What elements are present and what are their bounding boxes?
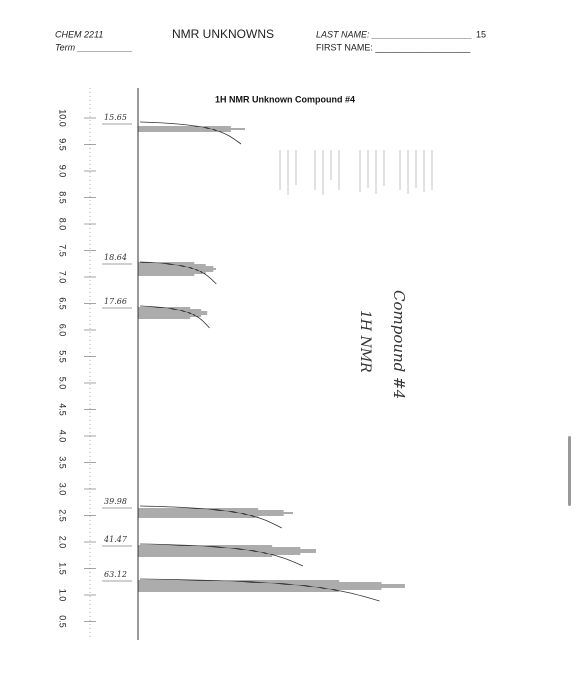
integral-curve xyxy=(139,578,380,602)
axis-label: 2.0 xyxy=(58,536,68,549)
integral-value: 63.12 xyxy=(104,570,127,579)
integral-curve xyxy=(139,305,210,329)
integral-curve xyxy=(139,543,304,567)
axis-label: 4.0 xyxy=(58,430,68,443)
handwritten-note: Compound #4 xyxy=(390,290,408,399)
axis-label: 10.0 xyxy=(58,109,68,127)
axis-label: 5.0 xyxy=(58,377,68,390)
spectrum-title: 1H NMR Unknown Compound #4 xyxy=(215,94,355,104)
axis-label: 9.5 xyxy=(58,138,68,151)
axis-label: 3.5 xyxy=(58,456,68,469)
axis-label: 4.5 xyxy=(58,403,68,416)
integral-value: 15.65 xyxy=(104,113,127,122)
scrollbar xyxy=(568,436,571,506)
axis-label: 6.0 xyxy=(58,324,68,337)
integral-value: 39.98 xyxy=(104,497,127,506)
first-name: FIRST NAME: ___________________ xyxy=(316,42,471,52)
spectrum-peaks xyxy=(138,121,405,602)
axis-label: 2.5 xyxy=(58,509,68,522)
acquisition-parameters xyxy=(279,150,433,195)
term: Term ___________ xyxy=(55,42,133,52)
axis-label: 0.5 xyxy=(58,615,68,628)
axis-labels: 10.0 9.5 9.0 8.5 8.0 7.5 7.0 6.5 6.0 5.5 5.0 4.5 4.0… xyxy=(58,109,96,628)
course: CHEM 2211 xyxy=(55,29,103,39)
integral-value: 41.47 xyxy=(103,535,128,544)
axis-label: 6.5 xyxy=(58,297,68,310)
axis-label: 8.5 xyxy=(58,191,68,204)
integral-value: 18.64 xyxy=(104,253,127,262)
axis-label: 5.5 xyxy=(58,350,68,363)
worksheet-title: NMR UNKNOWNS xyxy=(172,27,274,41)
last-name: LAST NAME: ____________________ xyxy=(316,29,472,39)
integral-curve xyxy=(139,261,217,285)
axis-label: 9.0 xyxy=(58,165,68,178)
axis-label: 1.0 xyxy=(58,589,68,602)
axis-label: 1.5 xyxy=(58,562,68,575)
integrals: 15.65 18.64 17.66 39.98 41.47 63.12 xyxy=(102,113,132,582)
axis-label: 7.5 xyxy=(58,244,68,257)
integral-curve xyxy=(139,121,242,145)
axis-label: 8.0 xyxy=(58,218,68,231)
axis-label: 7.0 xyxy=(58,271,68,284)
integral-curve xyxy=(139,505,282,529)
score: 15 xyxy=(476,29,486,39)
integral-value: 17.66 xyxy=(104,297,127,306)
handwritten-note: 1H NMR xyxy=(357,310,373,373)
axis-label: 3.0 xyxy=(58,483,68,496)
